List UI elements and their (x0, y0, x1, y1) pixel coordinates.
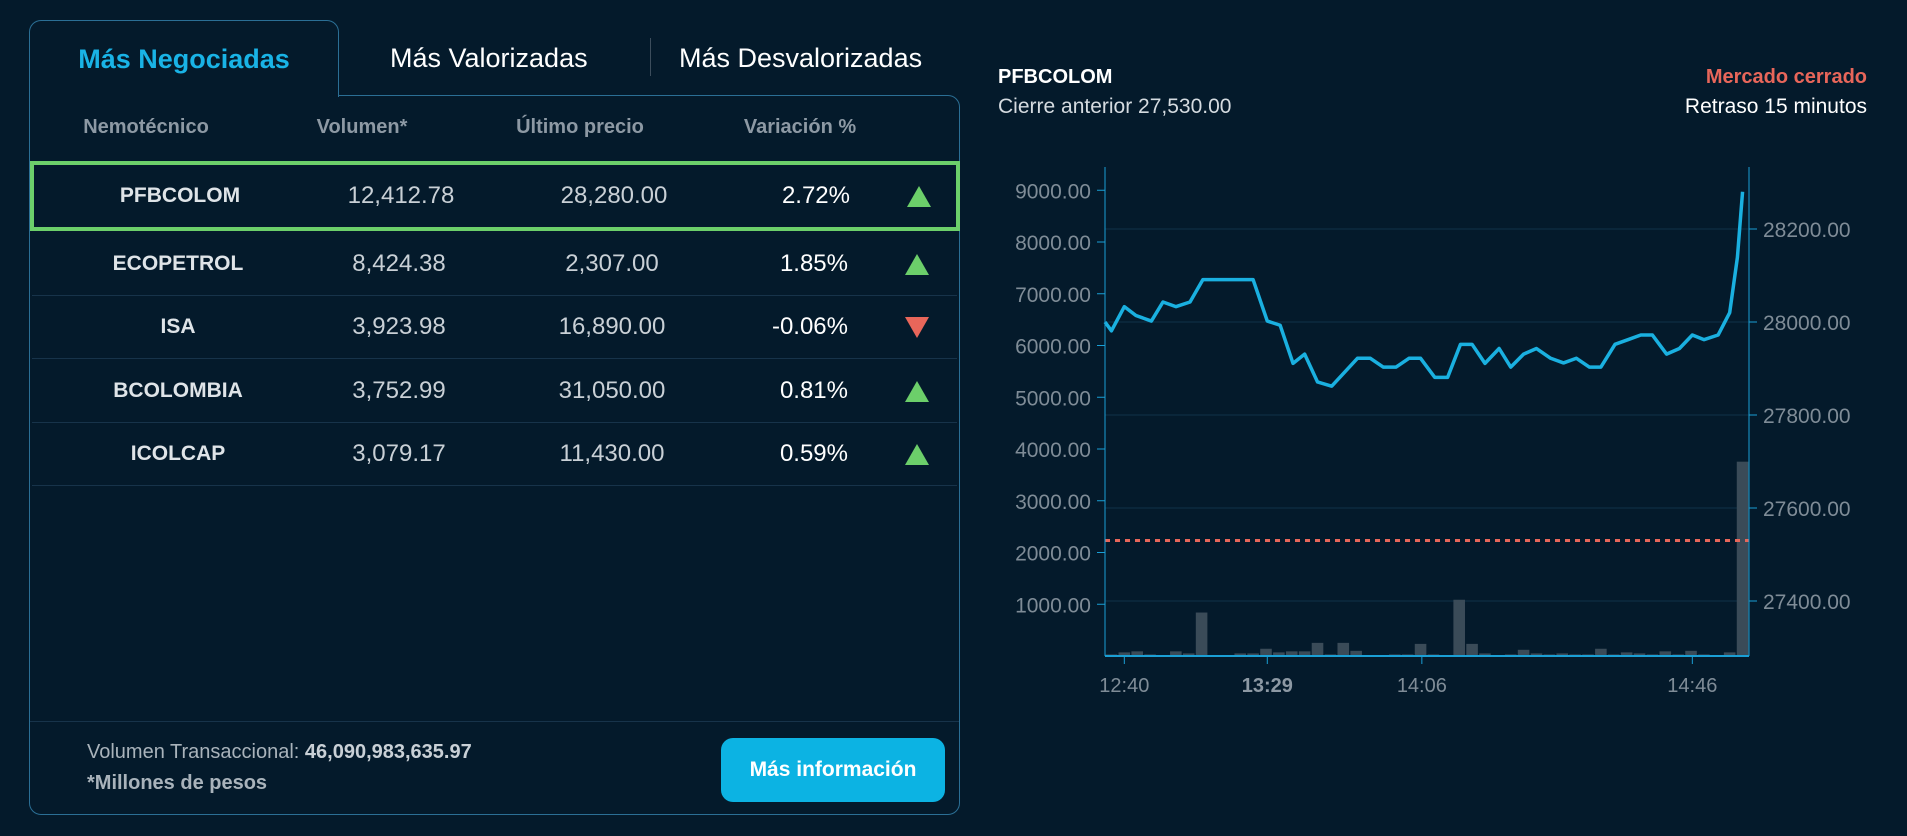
volume-bar (1530, 653, 1543, 656)
volume-value: 46,090,983,635.97 (304, 741, 472, 763)
delay-note: Retraso 15 minutos (1684, 95, 1867, 118)
right-tick-label: 27600.00 (1763, 498, 1851, 521)
volume-bar (1517, 649, 1530, 656)
table-row[interactable]: ECOPETROL 8,424.38 2,307.00 1.85% (32, 233, 957, 296)
transactional-volume: Volumen Transaccional: 46,090,983,635.97 (87, 741, 472, 764)
volume-bar (1685, 650, 1697, 656)
symbol: ISA (160, 315, 196, 338)
market-status: Mercado cerrado (1705, 66, 1867, 88)
tab-mas-valorizadas[interactable]: Más Valorizadas (390, 42, 588, 73)
left-tick-label: 2000.00 (1015, 543, 1091, 566)
last-price: 11,430.00 (559, 440, 665, 467)
volume-bar (1350, 650, 1362, 656)
volume-bar (1118, 652, 1131, 656)
right-tick-label: 27400.00 (1763, 591, 1851, 614)
left-tick-label: 7000.00 (1015, 284, 1091, 307)
x-tick-label: 12:40 (1099, 675, 1149, 697)
symbol: ICOLCAP (130, 442, 226, 465)
volume-bar (1556, 653, 1569, 656)
volume-bar (1131, 651, 1143, 656)
volume-bar (1195, 612, 1208, 656)
symbol: PFBCOLOM (119, 184, 241, 207)
right-tick-label: 27800.00 (1763, 405, 1851, 428)
volume-bar (1170, 651, 1182, 656)
volume: 3,923.98 (352, 313, 446, 340)
last-price: 2,307.00 (565, 250, 659, 277)
tab-mas-desvalorizadas[interactable]: Más Desvalorizadas (679, 42, 923, 73)
table-row[interactable]: BCOLOMBIA 3,752.99 31,050.00 0.81% (32, 360, 957, 423)
volume-bar (1273, 652, 1285, 656)
header-variacion: Variación % (743, 116, 857, 138)
table-row[interactable]: ISA 3,923.98 16,890.00 -0.06% (32, 296, 957, 359)
table-row[interactable]: ICOLCAP 3,079.17 11,430.00 0.59% (32, 423, 957, 486)
arrow-up-icon (904, 233, 930, 295)
x-tick-label: 13:29 (1242, 675, 1293, 697)
left-tick-label: 6000.00 (1015, 336, 1091, 359)
volume-bar (1285, 651, 1298, 656)
arrow-up-icon (906, 165, 932, 227)
right-tick-label: 28000.00 (1763, 312, 1851, 335)
left-tick-label: 4000.00 (1015, 439, 1091, 462)
volume-bar (1466, 643, 1478, 656)
change-percent: 0.81% (779, 377, 848, 404)
header-volumen: Volumen* (316, 116, 408, 138)
volume-bar (1659, 651, 1672, 656)
volume-bar (1311, 642, 1324, 656)
volume-bar (1736, 461, 1749, 656)
last-price: 31,050.00 (558, 377, 666, 404)
change-percent: 1.85% (779, 250, 848, 277)
left-tick-label: 9000.00 (1015, 180, 1091, 203)
change-percent: -0.06% (771, 313, 848, 340)
volume-bar (1453, 599, 1465, 656)
more-info-button[interactable]: Más información (721, 738, 945, 802)
volume-bar (1260, 648, 1272, 656)
volume-bar (1479, 653, 1491, 656)
tab-divider (650, 38, 651, 76)
arrow-up-icon (904, 360, 930, 422)
left-tick-label: 5000.00 (1015, 387, 1091, 410)
volume: 8,424.38 (352, 250, 446, 277)
header-nemotecnico: Nemotécnico (83, 116, 209, 138)
volume-bar (1247, 653, 1259, 656)
tab-mas-negociadas[interactable]: Más Negociadas (29, 20, 339, 97)
volume-bar (1414, 643, 1427, 656)
volume-bar (1298, 651, 1311, 656)
volume-bar (1633, 653, 1646, 656)
volume: 3,752.99 (352, 377, 446, 404)
volume-bar (1337, 642, 1350, 656)
previous-close: Cierre anterior 27,530.00 (998, 95, 1232, 118)
volume-bar (1620, 652, 1633, 656)
volume-bar (1182, 653, 1195, 656)
arrow-down-icon (904, 296, 930, 358)
left-tick-label: 3000.00 (1015, 491, 1091, 514)
symbol: BCOLOMBIA (113, 379, 243, 402)
last-price: 16,890.00 (558, 313, 666, 340)
x-tick-label: 14:46 (1667, 675, 1717, 697)
change-percent: 2.72% (781, 182, 850, 209)
symbol: ECOPETROL (112, 252, 244, 275)
volume-bar (1595, 648, 1607, 656)
table-row[interactable]: PFBCOLOM 12,412.78 28,280.00 2.72% (30, 161, 960, 231)
left-tick-label: 1000.00 (1015, 594, 1091, 617)
x-tick-label: 14:06 (1397, 675, 1447, 697)
table-panel (29, 95, 960, 815)
volume: 12,412.78 (347, 182, 455, 209)
volume: 3,079.17 (352, 440, 446, 467)
footer-divider (30, 721, 959, 722)
volume-bar (1234, 653, 1247, 656)
change-percent: 0.59% (779, 440, 848, 467)
volume-bar (1723, 652, 1736, 656)
volume-label: Volumen Transaccional: (87, 741, 305, 763)
header-ultimo-precio: Último precio (516, 116, 644, 138)
chart-symbol: PFBCOLOM (998, 66, 1113, 88)
left-tick-label: 8000.00 (1015, 232, 1091, 255)
arrow-up-icon (904, 423, 930, 485)
last-price: 28,280.00 (560, 182, 668, 209)
units-note: *Millones de pesos (87, 772, 268, 794)
right-tick-label: 28200.00 (1763, 219, 1851, 242)
price-line (1103, 191, 1745, 388)
